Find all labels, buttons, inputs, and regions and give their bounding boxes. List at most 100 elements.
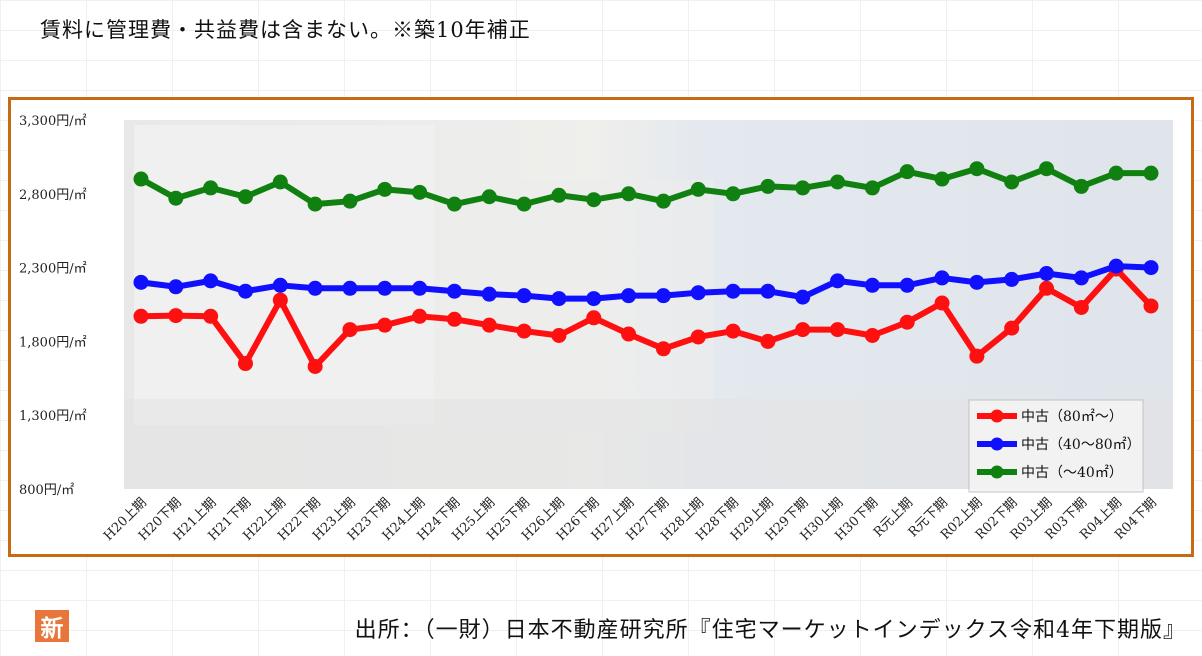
series-0-point (864, 327, 880, 343)
series-2-point (899, 164, 915, 180)
series-1-point (899, 277, 915, 293)
chart-frame: 800円/㎡ 1,300円/㎡ 1,800円/㎡ 2,300円/㎡ 2,800円/㎡ 3,… (8, 97, 1194, 642)
series-2-point (830, 174, 846, 190)
series-2-point (1039, 161, 1055, 177)
series-1-point (481, 286, 497, 302)
series-1-point (377, 280, 393, 296)
y-tick-label: 2,800円/㎡ (19, 188, 87, 203)
series-2-point (969, 161, 985, 177)
series-2-point (760, 178, 776, 194)
series-2-point (1004, 174, 1020, 190)
header-note: 賃料に管理費・共益費は含まない。※築10年補正 (40, 18, 531, 42)
line-chart: 800円/㎡ 1,300円/㎡ 1,800円/㎡ 2,300円/㎡ 2,800円/㎡ 3,… (19, 114, 1173, 544)
series-2-point (795, 180, 811, 196)
y-tick-label: 3,300円/㎡ (19, 114, 87, 129)
legend-label-0: 中古（80㎡～） (1021, 409, 1123, 425)
series-0-point (899, 314, 915, 330)
series-2-point (621, 186, 637, 202)
legend-marker-2 (990, 465, 1004, 479)
series-0-point (1039, 280, 1055, 296)
series-2-point (203, 180, 219, 196)
y-tick-label: 2,300円/㎡ (19, 262, 87, 277)
series-1-point (342, 280, 358, 296)
legend-marker-0 (990, 409, 1004, 423)
series-1-point (795, 289, 811, 305)
series-2-point (655, 193, 671, 209)
series-0-point (133, 308, 149, 324)
series-0-point (377, 317, 393, 333)
legend-label-1: 中古（40～80㎡） (1021, 437, 1141, 453)
series-2-point (133, 171, 149, 187)
series-1-point (203, 273, 219, 289)
series-1-point (272, 277, 288, 293)
series-1-point (586, 291, 602, 307)
series-2-point (934, 171, 950, 187)
series-1-point (1004, 271, 1020, 287)
series-1-point (412, 280, 428, 296)
series-0-point (760, 333, 776, 349)
background-building-left (134, 125, 434, 425)
series-1-point (760, 283, 776, 299)
series-0-point (690, 329, 706, 345)
series-2-point (481, 189, 497, 205)
series-0-point (621, 326, 637, 342)
series-1-point (1108, 258, 1124, 274)
series-0-point (412, 308, 428, 324)
series-0-point (655, 341, 671, 357)
shin-new-icon: 新 (35, 610, 69, 642)
series-2-point (272, 174, 288, 190)
series-0-point (1073, 299, 1089, 315)
series-0-point (168, 308, 184, 324)
series-2-point (551, 187, 567, 203)
series-1-point (516, 288, 532, 304)
series-0-point (969, 348, 985, 364)
series-0-point (481, 317, 497, 333)
series-2-point (1073, 178, 1089, 194)
series-0-point (1004, 320, 1020, 336)
series-1-point (725, 283, 741, 299)
series-1-point (1039, 266, 1055, 282)
series-0-point (551, 327, 567, 343)
y-tick-label: 800円/㎡ (19, 483, 74, 498)
legend-marker-1 (990, 437, 1004, 451)
source-citation: 出所：（一財）日本不動産研究所『住宅マーケットインデックス令和4年下期版』 (354, 618, 1186, 643)
series-0-point (934, 295, 950, 311)
series-1-point (621, 288, 637, 304)
series-0-point (203, 308, 219, 324)
series-2-point (342, 193, 358, 209)
series-0-point (586, 310, 602, 326)
y-tick-label: 1,800円/㎡ (19, 335, 87, 350)
series-0-point (1143, 298, 1159, 314)
series-2-point (516, 196, 532, 212)
series-1-point (864, 277, 880, 293)
series-0-point (307, 358, 323, 374)
series-2-point (307, 196, 323, 212)
series-0-point (446, 311, 462, 327)
series-1-point (1073, 270, 1089, 286)
series-2-point (168, 190, 184, 206)
series-1-point (934, 270, 950, 286)
background-building-center (454, 180, 714, 430)
series-0-point (725, 323, 741, 339)
series-0-point (237, 356, 253, 372)
series-2-point (586, 192, 602, 208)
series-1-point (969, 274, 985, 290)
series-2-point (1108, 165, 1124, 181)
series-1-point (168, 279, 184, 295)
series-2-point (1143, 165, 1159, 181)
series-0-point (272, 292, 288, 308)
series-1-point (551, 291, 567, 307)
series-0-point (516, 323, 532, 339)
series-1-point (1143, 260, 1159, 276)
series-1-point (237, 283, 253, 299)
series-2-point (412, 184, 428, 200)
series-1-point (307, 280, 323, 296)
series-2-point (725, 186, 741, 202)
series-2-point (690, 181, 706, 197)
series-2-point (237, 189, 253, 205)
series-2-point (446, 196, 462, 212)
series-0-point (795, 322, 811, 338)
series-1-point (133, 274, 149, 290)
series-1-point (690, 285, 706, 301)
series-1-point (655, 288, 671, 304)
